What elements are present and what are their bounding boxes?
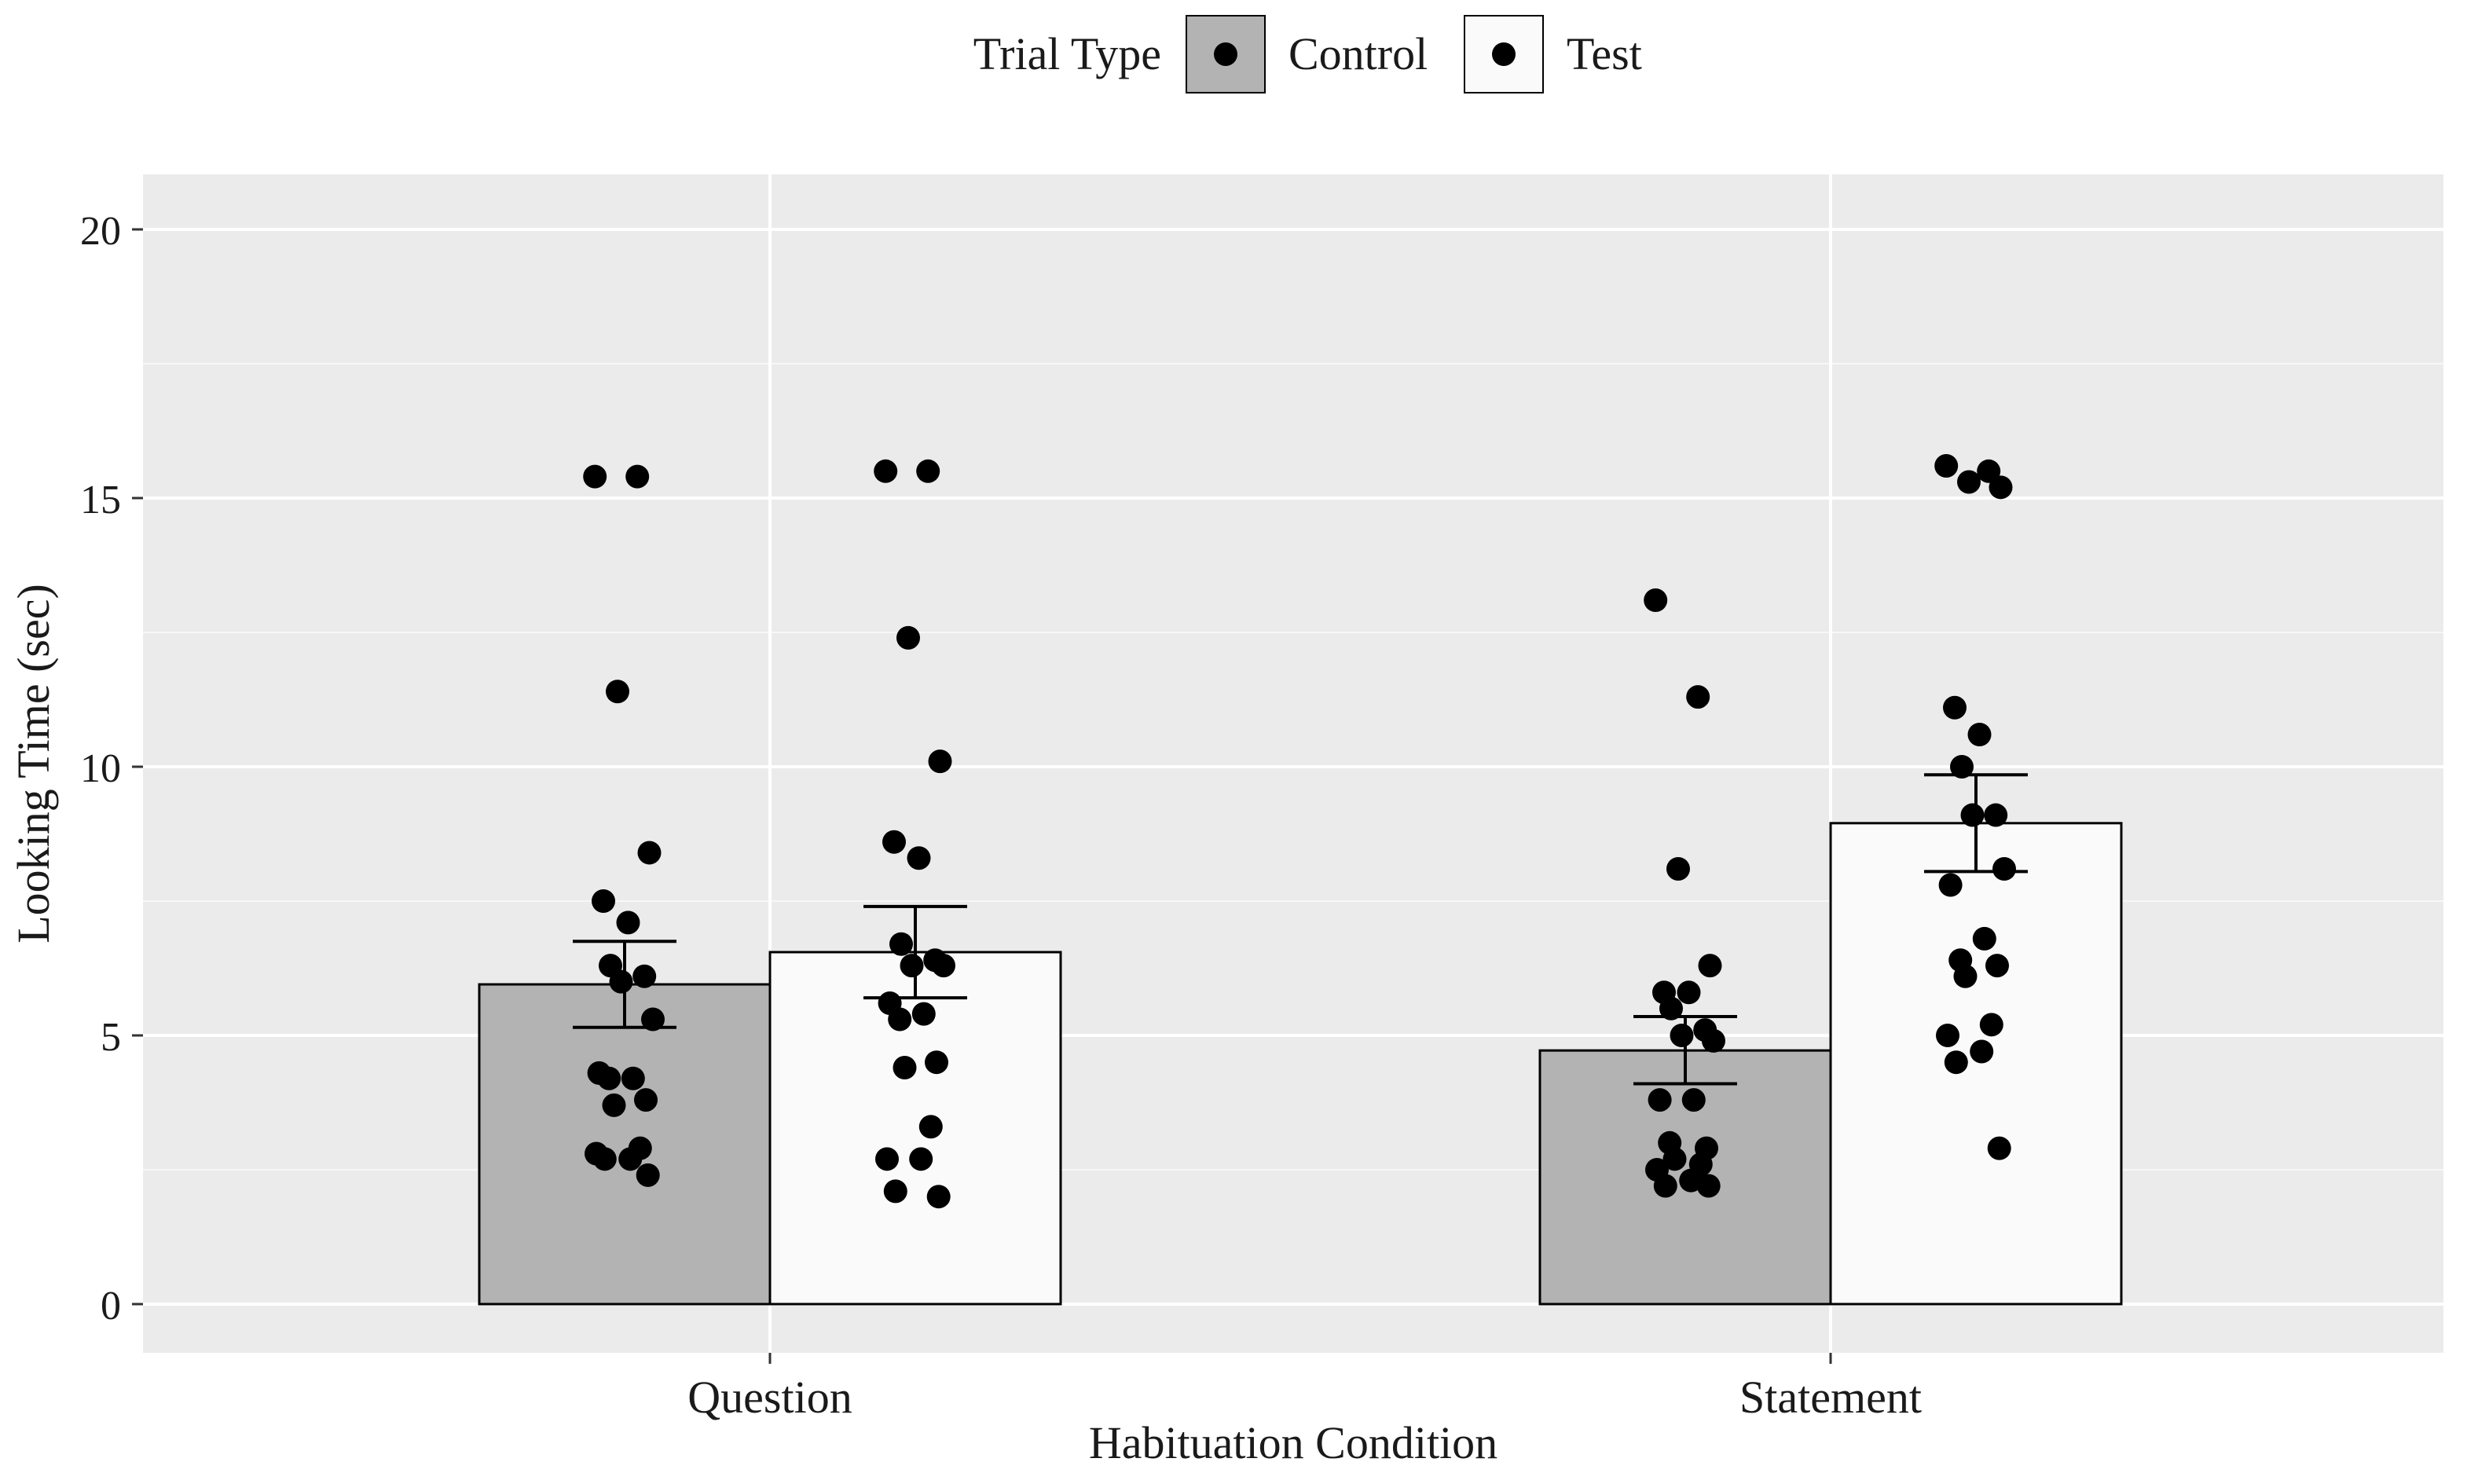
data-point: [1953, 964, 1978, 988]
data-point: [1659, 996, 1683, 1020]
data-point: [1944, 1050, 1968, 1075]
data-point: [621, 1066, 645, 1090]
data-point: [916, 459, 940, 483]
data-point: [1950, 755, 1974, 779]
x-tick-label: Question: [687, 1372, 852, 1423]
data-point: [1977, 459, 2001, 483]
data-point: [909, 1147, 933, 1171]
data-point: [1938, 873, 1963, 897]
y-axis-label: Looking Time (sec): [8, 584, 59, 944]
legend: Trial Type Control Test: [973, 15, 1642, 93]
data-point: [1967, 722, 1992, 746]
data-point: [1662, 1147, 1687, 1171]
data-point: [893, 1056, 917, 1080]
bar-control-question: [478, 983, 772, 1306]
data-point: [1653, 1174, 1677, 1198]
data-point: [641, 1007, 665, 1031]
data-point: [1992, 856, 2016, 881]
y-tick-label: 10: [80, 746, 121, 791]
data-point: [1648, 1088, 1672, 1112]
data-point: [597, 1066, 621, 1090]
data-point: [1686, 685, 1710, 709]
data-point: [1681, 1088, 1706, 1112]
data-point: [1985, 954, 2009, 978]
data-point: [592, 889, 615, 913]
data-point: [1677, 980, 1701, 1005]
data-point: [911, 1002, 936, 1026]
data-point: [1670, 1024, 1694, 1047]
data-point: [874, 459, 898, 483]
x-axis-label: Habituation Condition: [1089, 1417, 1497, 1468]
data-point: [907, 846, 931, 870]
legend-label-control: Control: [1288, 28, 1428, 79]
data-point: [900, 954, 924, 978]
data-point: [606, 680, 629, 704]
data-point: [602, 1093, 626, 1117]
data-point: [637, 841, 662, 865]
data-point: [583, 464, 607, 489]
data-point: [1960, 803, 1985, 827]
axes: 0 5 10 15 20 Question Statement: [80, 209, 1922, 1423]
data-point: [1702, 1028, 1725, 1053]
data-point: [616, 911, 640, 935]
data-point: [609, 969, 633, 994]
data-point: [632, 964, 657, 988]
data-point: [618, 1147, 643, 1171]
data-point: [932, 954, 955, 978]
data-point: [882, 830, 906, 854]
data-point: [1934, 453, 1959, 478]
data-point: [592, 1147, 617, 1171]
data-point: [1943, 695, 1967, 720]
data-point: [1957, 470, 1981, 494]
data-point: [888, 1007, 912, 1031]
error-bars: [573, 773, 2028, 1086]
y-tick-label: 15: [80, 478, 121, 522]
data-point: [1696, 1174, 1721, 1198]
data-point: [928, 749, 952, 774]
x-tick-label: Statement: [1739, 1372, 1922, 1423]
data-point: [1679, 1168, 1703, 1193]
data-point: [625, 464, 650, 489]
data-point: [925, 1050, 948, 1075]
data-point: [1979, 1013, 2003, 1037]
data-point: [875, 1147, 899, 1171]
legend-title: Trial Type: [973, 28, 1161, 79]
data-point: [1970, 1039, 1994, 1064]
data-point: [1984, 803, 2008, 827]
jitter-points: [583, 453, 2016, 1209]
legend-label-test: Test: [1567, 28, 1642, 79]
y-tick-label: 5: [101, 1015, 121, 1060]
data-point: [1989, 475, 2013, 500]
y-tick-label: 0: [101, 1284, 121, 1328]
bar-test-question: [768, 951, 1062, 1306]
data-point: [883, 1179, 907, 1204]
y-tick-label: 20: [80, 209, 121, 254]
data-point: [889, 932, 913, 956]
legend-key-control-point: [1214, 42, 1237, 66]
data-point: [896, 625, 920, 650]
data-point: [918, 1115, 943, 1139]
data-point: [1698, 954, 1722, 978]
data-point: [1644, 588, 1668, 612]
data-point: [636, 1163, 660, 1187]
data-point: [634, 1088, 658, 1112]
bar-test-statement: [1829, 822, 2123, 1306]
data-point: [926, 1185, 951, 1209]
data-point: [1972, 926, 1996, 951]
legend-key-test-point: [1492, 42, 1516, 66]
data-point: [1666, 856, 1690, 881]
data-point: [1936, 1024, 1959, 1047]
data-point: [1987, 1136, 2011, 1160]
